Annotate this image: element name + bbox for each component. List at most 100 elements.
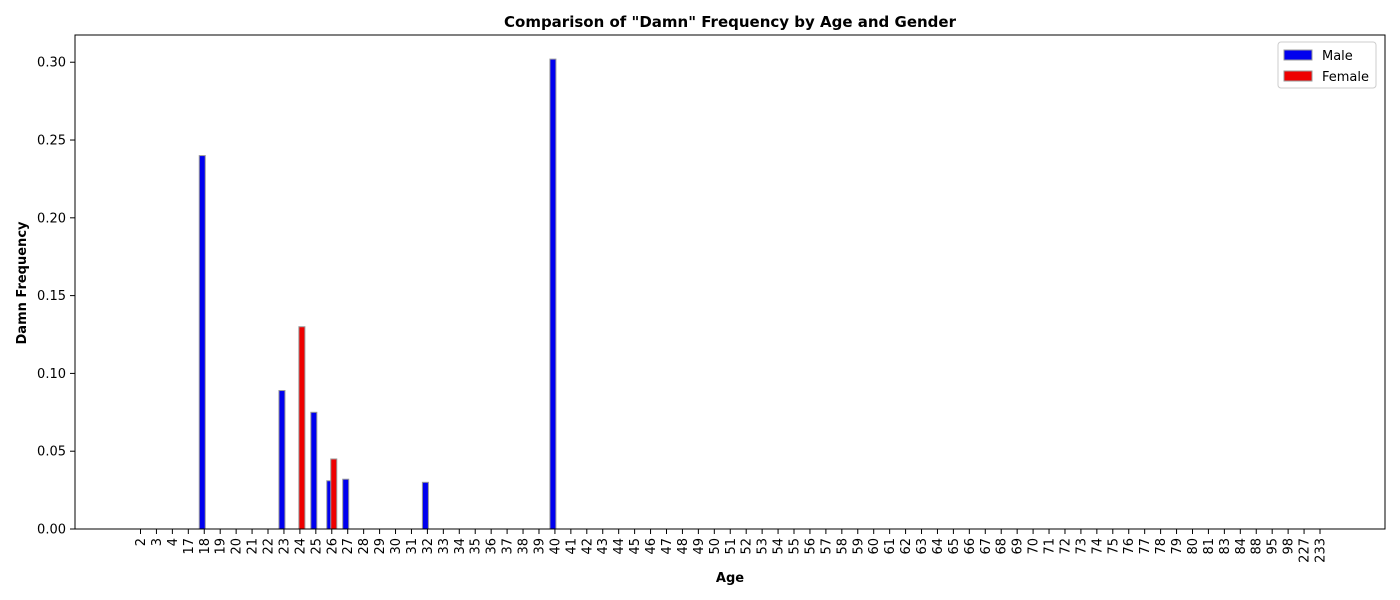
x-tick-label: 71	[1043, 538, 1058, 555]
x-tick-label: 19	[214, 538, 229, 555]
x-tick-label: 37	[501, 538, 516, 555]
x-tick-label: 50	[708, 538, 723, 555]
x-tick-label: 28	[357, 538, 372, 555]
x-tick-label: 76	[1122, 538, 1137, 555]
x-tick-label: 29	[373, 538, 388, 555]
x-tick-label: 49	[692, 538, 707, 555]
x-tick-label: 57	[819, 538, 834, 555]
x-tick-label: 3	[150, 538, 165, 546]
legend: Male Female	[1277, 41, 1377, 89]
x-tick-label: 2	[134, 538, 149, 546]
x-tick-label: 44	[612, 538, 627, 555]
y-axis-label: Damn Frequency	[15, 221, 30, 345]
legend-label-male: Male	[1322, 49, 1353, 64]
x-tick-label: 227	[1298, 538, 1313, 563]
x-tick-label: 35	[469, 538, 484, 555]
x-tick-label: 67	[979, 538, 994, 555]
x-tick-label: 61	[883, 538, 898, 555]
legend-swatch-female	[1283, 70, 1313, 82]
y-tick-label: 0.25	[37, 134, 66, 149]
x-tick-label: 62	[899, 538, 914, 555]
x-tick-label: 24	[293, 538, 308, 555]
x-tick-label: 41	[564, 538, 579, 555]
x-tick-label: 64	[931, 538, 946, 555]
x-tick-label: 30	[389, 538, 404, 555]
chart-title: Comparison of "Damn" Frequency by Age an…	[504, 13, 957, 31]
y-tick-label: 0.10	[37, 367, 66, 382]
x-tick-label: 233	[1314, 538, 1329, 563]
x-tick-label: 83	[1218, 538, 1233, 555]
x-tick-label: 47	[660, 538, 675, 555]
x-tick-label: 55	[788, 538, 803, 555]
x-tick-label: 98	[1282, 538, 1297, 555]
x-tick-label: 25	[309, 538, 324, 555]
x-tick-label: 84	[1234, 538, 1249, 555]
x-tick-label: 59	[851, 538, 866, 555]
bars	[198, 58, 557, 530]
x-tick-label: 52	[740, 538, 755, 555]
x-tick-label: 31	[405, 538, 420, 555]
y-tick-label: 0.20	[37, 211, 66, 226]
x-tick-label: 74	[1090, 538, 1105, 555]
x-tick-label: 56	[803, 538, 818, 555]
x-tick-label: 66	[963, 538, 978, 555]
x-tick-label: 77	[1138, 538, 1153, 555]
bar-male-27	[342, 478, 350, 530]
y-axis: 0.00 0.05 0.10 0.15 0.20 0.25 0.30	[37, 56, 75, 538]
x-tick-label: 72	[1058, 538, 1073, 555]
bar-male-32	[421, 481, 429, 530]
x-tick-label: 53	[756, 538, 771, 555]
x-tick-label: 68	[995, 538, 1010, 555]
x-tick-label: 43	[596, 538, 611, 555]
x-tick-label: 4	[166, 538, 181, 546]
x-tick-label: 23	[277, 538, 292, 555]
bar-male-40	[549, 58, 557, 530]
x-tick-label: 60	[867, 538, 882, 555]
x-tick-label: 65	[947, 538, 962, 555]
y-tick-label: 0.05	[37, 445, 66, 460]
y-tick-label: 0.30	[37, 56, 66, 71]
x-axis-label: Age	[716, 571, 744, 586]
x-tick-label: 32	[421, 538, 436, 555]
x-tick-label: 80	[1186, 538, 1201, 555]
x-axis: 2 3 4 17 18 19 20 21 22 23 24 25 26 27 28 29 30 31 32 33 34 3…	[134, 529, 1329, 563]
legend-label-female: Female	[1322, 70, 1369, 85]
x-tick-label: 88	[1250, 538, 1265, 555]
x-tick-label: 20	[230, 538, 245, 555]
x-tick-label: 38	[517, 538, 532, 555]
plot-frame	[74, 34, 1386, 530]
x-tick-label: 45	[628, 538, 643, 555]
x-tick-label: 34	[453, 538, 468, 555]
y-tick-label: 0.15	[37, 289, 66, 304]
legend-swatch-male	[1283, 49, 1313, 61]
x-tick-label: 70	[1027, 538, 1042, 555]
x-tick-label: 75	[1106, 538, 1121, 555]
x-tick-label: 42	[580, 538, 595, 555]
bar-male-23	[278, 390, 286, 530]
x-tick-label: 63	[915, 538, 930, 555]
x-tick-label: 78	[1154, 538, 1169, 555]
x-tick-label: 36	[485, 538, 500, 555]
x-tick-label: 21	[246, 538, 261, 555]
x-tick-label: 33	[437, 538, 452, 555]
x-tick-label: 95	[1266, 538, 1281, 555]
bar-male-25	[310, 411, 318, 530]
x-tick-label: 18	[198, 538, 213, 555]
x-tick-label: 73	[1074, 538, 1089, 555]
x-tick-label: 58	[835, 538, 850, 555]
x-tick-label: 26	[325, 538, 340, 555]
x-tick-label: 51	[724, 538, 739, 555]
x-tick-label: 40	[548, 538, 563, 555]
x-tick-label: 54	[772, 538, 787, 555]
y-tick-label: 0.00	[37, 523, 66, 538]
x-tick-label: 17	[182, 538, 197, 555]
x-tick-label: 48	[676, 538, 691, 555]
x-tick-label: 81	[1202, 538, 1217, 555]
x-tick-label: 27	[341, 538, 356, 555]
x-tick-label: 39	[532, 538, 547, 555]
bar-female-26	[330, 458, 338, 530]
x-tick-label: 22	[262, 538, 277, 555]
bar-female-24	[298, 326, 306, 530]
x-tick-label: 79	[1170, 538, 1185, 555]
